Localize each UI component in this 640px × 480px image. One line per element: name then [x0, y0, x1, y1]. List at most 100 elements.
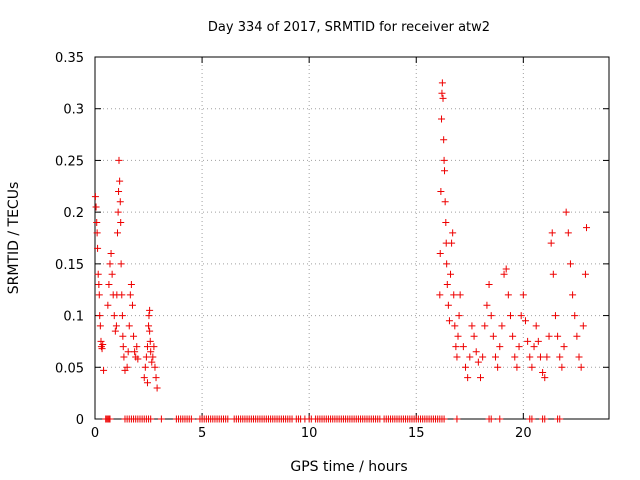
data-point — [485, 281, 493, 289]
data-point — [148, 358, 156, 366]
data-point — [583, 224, 591, 232]
data-point — [104, 301, 112, 309]
data-point — [504, 291, 512, 299]
data-point — [437, 187, 445, 195]
data-point — [472, 348, 480, 356]
data-point — [440, 136, 448, 144]
data-point — [468, 322, 476, 330]
data-point — [436, 250, 444, 258]
data-point — [454, 332, 462, 340]
data-point — [452, 343, 460, 351]
y-tick-label: 0.05 — [55, 361, 84, 376]
x-tick-label: 0 — [91, 426, 99, 441]
data-point — [123, 363, 131, 371]
data-point — [93, 218, 101, 226]
data-point — [511, 353, 519, 361]
data-point — [152, 374, 160, 382]
data-point — [456, 291, 464, 299]
data-point — [541, 374, 549, 382]
data-point — [502, 265, 510, 273]
data-point — [494, 363, 502, 371]
data-point — [560, 343, 568, 351]
data-point — [483, 301, 491, 309]
x-tick-label: 10 — [301, 426, 318, 441]
data-point — [524, 337, 532, 345]
data-point — [447, 270, 455, 278]
data-point — [526, 353, 534, 361]
data-point — [92, 203, 100, 211]
data-point — [110, 312, 118, 320]
data-point — [146, 337, 154, 345]
y-tick-label: 0.35 — [55, 51, 84, 66]
data-point — [569, 291, 577, 299]
data-point — [477, 374, 484, 382]
data-point — [118, 312, 126, 320]
data-point — [125, 322, 133, 330]
y-axis-title: SRMTID / TECUs — [6, 182, 22, 295]
data-point — [474, 358, 482, 366]
data-point — [532, 322, 540, 330]
data-point — [573, 332, 581, 340]
data-point — [438, 79, 446, 87]
data-point — [124, 348, 132, 356]
data-point — [496, 343, 504, 351]
data-point — [187, 415, 195, 423]
data-point — [551, 312, 559, 320]
data-point — [99, 341, 107, 349]
axis-ticks: 0 5 10 15 20 0 0.05 0.1 0.15 0.2 0.25 0.3 0.35 — [55, 51, 609, 441]
data-point — [462, 363, 470, 371]
data-point — [556, 353, 564, 361]
data-point — [157, 415, 165, 423]
data-point — [539, 368, 547, 376]
data-point — [113, 229, 121, 237]
data-point — [127, 281, 135, 289]
y-tick-label: 0 — [76, 413, 84, 428]
data-point — [513, 363, 521, 371]
data-point — [133, 343, 141, 351]
data-point — [119, 332, 127, 340]
data-point — [571, 312, 579, 320]
data-point — [100, 366, 108, 374]
y-tick-label: 0.2 — [63, 206, 84, 221]
data-point — [95, 291, 103, 299]
data-point — [558, 363, 566, 371]
data-point — [564, 229, 572, 237]
data-point — [445, 317, 453, 325]
data-point — [566, 260, 574, 268]
data-point — [440, 156, 448, 164]
data-point — [453, 415, 461, 423]
data-point — [451, 322, 459, 330]
data-point — [134, 355, 142, 363]
data-point — [131, 348, 139, 356]
data-point — [547, 239, 555, 247]
data-point — [479, 353, 487, 361]
data-point — [126, 291, 134, 299]
data-point — [487, 415, 495, 423]
data-point — [147, 415, 155, 423]
data-point — [581, 270, 589, 278]
data-point — [150, 343, 158, 351]
data-point — [145, 312, 153, 320]
data-point — [106, 415, 114, 423]
data-point — [541, 415, 549, 423]
x-tick-label: 20 — [515, 426, 532, 441]
y-tick-label: 0.15 — [55, 258, 84, 273]
data-point — [96, 322, 104, 330]
data-point — [128, 301, 136, 309]
data-point — [153, 384, 161, 392]
data-point — [114, 208, 122, 216]
data-point — [500, 270, 508, 278]
data-point — [143, 343, 151, 351]
data-point — [444, 301, 452, 309]
data-point — [105, 281, 113, 289]
data-point — [224, 415, 232, 423]
data-points — [91, 79, 591, 423]
data-point — [450, 291, 458, 299]
data-point — [481, 322, 489, 330]
data-point — [459, 343, 467, 351]
data-point — [528, 363, 536, 371]
data-point — [545, 332, 553, 340]
data-point — [120, 353, 128, 361]
data-point — [448, 239, 456, 247]
